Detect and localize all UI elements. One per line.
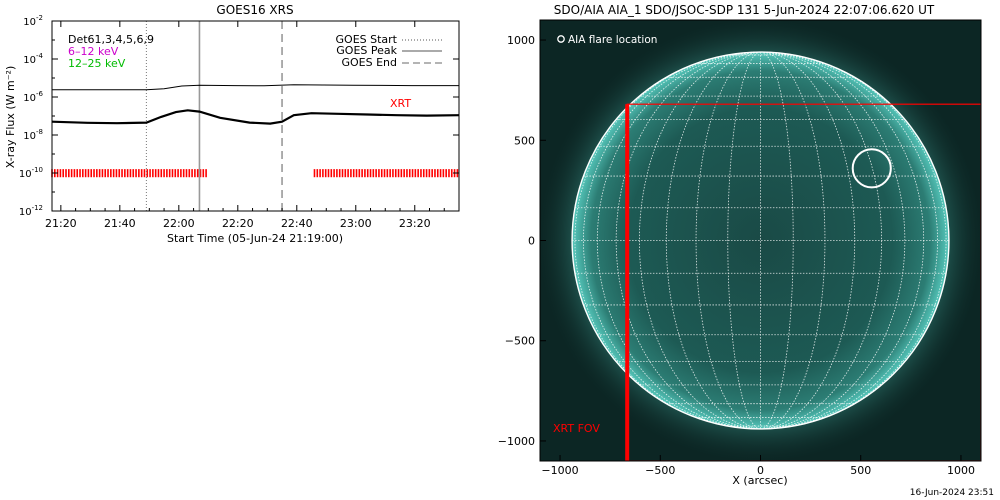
grid-longitude-line xyxy=(695,51,761,430)
grid-longitude-line xyxy=(760,51,856,430)
aia-x-tick-label: 1000 xyxy=(947,464,975,477)
aia-axes: −1000 −500 0 500 1000 −1000 −500 0 500 1000 xyxy=(498,34,975,477)
heliographic-grid xyxy=(572,51,949,430)
legend-label-12-25kev: 12–25 keV xyxy=(68,57,126,70)
goes-x-tick-label: 23:00 xyxy=(340,217,372,230)
goes-y-tick-exponent: -4 xyxy=(36,52,44,60)
legend-label-6-12kev: 6–12 keV xyxy=(68,45,119,58)
grid-longitude-line xyxy=(760,51,794,430)
solar-limb xyxy=(571,51,950,430)
aia-image-area xyxy=(540,20,981,461)
legend-label-goes-start: GOES Start xyxy=(336,33,398,46)
goes-y-tick-exponent: -10 xyxy=(32,166,43,174)
aia-y-tick-label: −1000 xyxy=(498,435,535,448)
flare-legend-marker-icon xyxy=(557,35,565,43)
goes-plot-frame xyxy=(51,20,460,212)
legend-label-detectors: Det61,3,4,5,6,9 xyxy=(68,33,154,46)
goes-x-axis-label: Start Time (05-Jun-24 21:19:00) xyxy=(167,232,343,245)
goes-x-tick-label: 21:20 xyxy=(45,217,77,230)
goes-x-tick-label: 23:20 xyxy=(399,217,431,230)
flare-location-circle xyxy=(851,148,892,189)
aia-y-tick-label: −500 xyxy=(505,335,535,348)
footer-timestamp: 16-Jun-2024 23:51 xyxy=(909,488,994,498)
grid-longitude-line xyxy=(760,51,883,430)
aia-y-tick-label: 0 xyxy=(528,235,535,248)
grid-longitude-line xyxy=(665,51,761,430)
goes-y-axis-label: X-ray Flux (W m⁻²) xyxy=(4,66,17,168)
aia-legend: AIA flare location xyxy=(557,34,657,46)
goes-legend-left: Det61,3,4,5,6,9 6–12 keV 12–25 keV xyxy=(68,33,154,70)
xrt-annotation: XRT xyxy=(390,97,411,110)
solar-disk xyxy=(572,52,949,429)
aia-y-tick-label: 1000 xyxy=(507,34,535,47)
xrt-fov-label: XRT FOV xyxy=(553,422,600,435)
aia-x-tick-label: −1000 xyxy=(541,464,578,477)
grid-longitude-line xyxy=(727,51,761,430)
goes-title: GOES16 XRS xyxy=(216,3,293,17)
goes-x-tick-label: 22:40 xyxy=(281,217,313,230)
goes-y-tick-exponent: -6 xyxy=(36,90,44,98)
goes-series-line xyxy=(51,109,460,125)
goes-xrs-chart: GOES16 XRS X-ray Flux (W m⁻²) Start Time… xyxy=(4,3,460,245)
goes-x-tick-label: 22:20 xyxy=(222,217,254,230)
flare-legend-label: AIA flare location xyxy=(568,34,657,46)
goes-legend-right: GOES Start GOES Peak GOES End xyxy=(336,33,442,69)
aia-x-tick-label: 0 xyxy=(757,464,764,477)
goes-x-tick-label: 21:40 xyxy=(104,217,136,230)
grid-longitude-line xyxy=(596,51,761,430)
grid-longitude-line xyxy=(638,51,761,430)
aia-x-tick-label: 500 xyxy=(850,464,871,477)
aia-y-tick-label: 500 xyxy=(514,134,535,147)
grid-longitude-line xyxy=(760,51,925,430)
goes-y-tick-exponent: -2 xyxy=(36,14,43,22)
grid-longitude-line xyxy=(760,51,906,430)
legend-label-goes-peak: GOES Peak xyxy=(336,44,397,57)
legend-label-goes-end: GOES End xyxy=(341,56,397,69)
grid-longitude-line xyxy=(615,51,761,430)
goes-series-line xyxy=(52,84,459,91)
goes-x-tick-label: 22:00 xyxy=(163,217,195,230)
aia-x-axis-label: X (arcsec) xyxy=(732,474,787,487)
aia-title: SDO/AIA AIA_1 SDO/JSOC-SDP 131 5-Jun-202… xyxy=(554,3,935,17)
goes-y-tick-exponent: -12 xyxy=(32,204,43,212)
goes-y-tick-exponent: -8 xyxy=(36,128,43,136)
aia-x-tick-label: −500 xyxy=(645,464,675,477)
grid-longitude-line xyxy=(760,51,826,430)
